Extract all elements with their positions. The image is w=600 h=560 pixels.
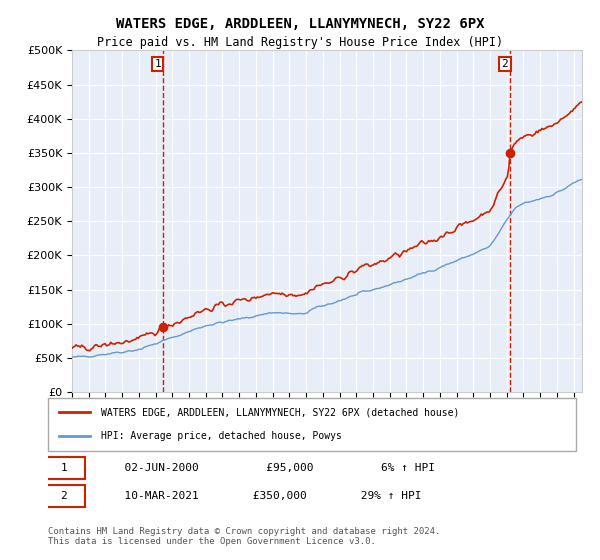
Text: 1: 1 [154, 59, 161, 69]
Text: WATERS EDGE, ARDDLEEN, LLANYMYNECH, SY22 6PX: WATERS EDGE, ARDDLEEN, LLANYMYNECH, SY22… [116, 17, 484, 31]
FancyBboxPatch shape [43, 485, 85, 507]
FancyBboxPatch shape [48, 398, 576, 451]
FancyBboxPatch shape [43, 457, 85, 479]
Text: 02-JUN-2000          £95,000          6% ↑ HPI: 02-JUN-2000 £95,000 6% ↑ HPI [112, 463, 436, 473]
Text: HPI: Average price, detached house, Powys: HPI: Average price, detached house, Powy… [101, 431, 341, 441]
Text: 1: 1 [61, 463, 67, 473]
Text: Contains HM Land Registry data © Crown copyright and database right 2024.
This d: Contains HM Land Registry data © Crown c… [48, 526, 440, 546]
Text: 10-MAR-2021        £350,000        29% ↑ HPI: 10-MAR-2021 £350,000 29% ↑ HPI [112, 491, 422, 501]
Text: WATERS EDGE, ARDDLEEN, LLANYMYNECH, SY22 6PX (detached house): WATERS EDGE, ARDDLEEN, LLANYMYNECH, SY22… [101, 408, 459, 418]
Text: 2: 2 [61, 491, 67, 501]
Text: 2: 2 [502, 59, 508, 69]
Text: Price paid vs. HM Land Registry's House Price Index (HPI): Price paid vs. HM Land Registry's House … [97, 36, 503, 49]
